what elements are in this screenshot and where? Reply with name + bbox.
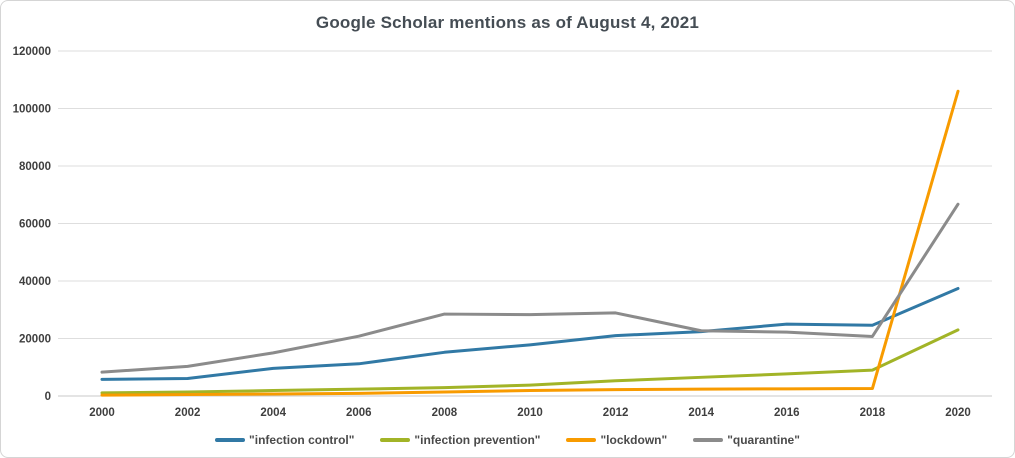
- y-axis-tick-label: 40000: [19, 276, 51, 288]
- legend-swatch-infection-prevention: [380, 438, 411, 442]
- legend-swatch-lockdown: [566, 438, 597, 442]
- y-axis-tick-label: 120000: [13, 46, 51, 58]
- y-axis-tick-label: 60000: [19, 219, 51, 231]
- legend-label-infection-control: "infection control": [249, 433, 355, 447]
- series-line-infection-prevention: [100, 328, 960, 395]
- series-line-quarantine: [100, 202, 960, 374]
- legend-item-infection-control: "infection control": [215, 433, 354, 447]
- x-axis-tick-label: 2004: [260, 407, 286, 419]
- legend-swatch-quarantine: [693, 438, 724, 442]
- y-axis-tick-label: 80000: [19, 161, 51, 173]
- x-axis-tick-label: 2000: [89, 407, 115, 419]
- x-axis-tick-label: 2014: [688, 407, 714, 419]
- plot-svg: 0 20000 40000 60000 80000 100000 120000 2000 200…: [13, 46, 992, 419]
- legend-item-infection-prevention: "infection prevention": [380, 433, 540, 447]
- legend-label-lockdown: "lockdown": [600, 433, 668, 447]
- chart-title: Google Scholar mentions as of August 4, …: [315, 13, 700, 32]
- x-axis-tick-label: 2010: [517, 407, 543, 419]
- legend-label-infection-prevention: "infection prevention": [414, 433, 541, 447]
- x-axis-tick-label: 2008: [432, 407, 458, 419]
- legend: "infection control" "infection prevention…: [1, 433, 1014, 447]
- y-axis-tick-label: 0: [45, 391, 51, 403]
- x-axis-tick-label: 2006: [346, 407, 372, 419]
- legend-label-quarantine: "quarantine": [727, 433, 800, 447]
- series-line-infection-control: [100, 286, 960, 381]
- legend-swatch-infection-control: [215, 438, 246, 442]
- x-axis-tick-label: 2018: [860, 407, 886, 419]
- x-axis-tick-label: 2020: [945, 407, 971, 419]
- legend-item-lockdown: "lockdown": [566, 433, 667, 447]
- series-line-lockdown: [100, 89, 960, 397]
- y-axis-tick-label: 100000: [13, 104, 51, 116]
- x-axis-tick-label: 2012: [603, 407, 629, 419]
- y-axis-tick-label: 20000: [19, 334, 51, 346]
- legend-item-quarantine: "quarantine": [693, 433, 800, 447]
- x-axis-tick-label: 2002: [175, 407, 201, 419]
- x-axis-tick-label: 2016: [774, 407, 800, 419]
